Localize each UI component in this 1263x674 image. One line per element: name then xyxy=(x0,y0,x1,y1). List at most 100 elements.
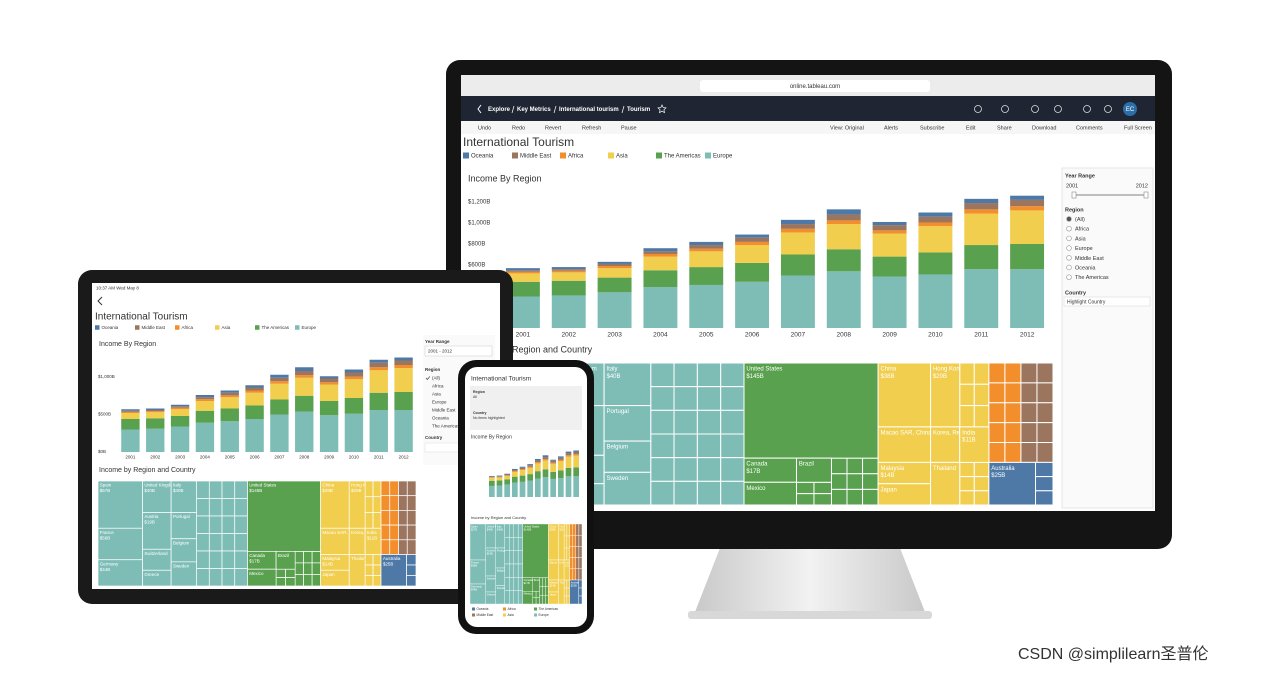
treemap-value: $57B xyxy=(471,527,477,531)
treemap-cell[interactable] xyxy=(930,461,961,506)
treemap-cell[interactable] xyxy=(142,512,172,550)
treemap-cell[interactable] xyxy=(97,480,143,529)
radio[interactable] xyxy=(1066,255,1072,261)
toolbar-button[interactable]: Edit xyxy=(966,125,976,131)
treemap-cell xyxy=(673,386,698,411)
treemap-cell[interactable] xyxy=(522,591,533,605)
dashboard-title: International Tourism xyxy=(95,312,188,323)
treemap-cell[interactable] xyxy=(380,554,407,587)
treemap-cell xyxy=(372,480,382,498)
toolbar-button[interactable]: Revert xyxy=(545,125,562,131)
avatar[interactable] xyxy=(1123,102,1137,116)
treemap-cell[interactable] xyxy=(275,550,296,570)
treemap-cell[interactable] xyxy=(364,527,382,555)
bar-segment xyxy=(505,268,540,271)
x-tick-label: 2007 xyxy=(274,455,285,460)
toolbar-button[interactable]: Refresh xyxy=(582,125,601,131)
legend-label: Asia xyxy=(222,325,231,330)
range-box[interactable] xyxy=(424,345,493,357)
back-icon[interactable] xyxy=(97,296,103,306)
nav-icon[interactable] xyxy=(1083,105,1091,113)
treemap-cell[interactable] xyxy=(959,426,990,463)
legend-swatch xyxy=(705,152,711,159)
treemap-label: Mexico xyxy=(524,591,533,595)
toolbar-button[interactable]: Alerts xyxy=(884,125,898,131)
treemap-value: $19B xyxy=(144,520,155,525)
radio[interactable] xyxy=(1066,274,1072,280)
treemap-cell[interactable] xyxy=(603,405,652,442)
breadcrumb-item[interactable]: Tourism xyxy=(627,107,650,113)
treemap-cell[interactable] xyxy=(930,426,961,463)
legend-label: Europe xyxy=(302,325,317,330)
bar-segment xyxy=(146,410,165,412)
legend-swatch xyxy=(560,152,566,159)
toolbar-button[interactable]: Full Screen xyxy=(1124,125,1152,131)
treemap-cell xyxy=(1004,382,1022,404)
treemap-cell[interactable] xyxy=(988,461,1037,506)
back-icon[interactable] xyxy=(477,104,482,114)
radio[interactable] xyxy=(1066,245,1072,251)
nav-icon[interactable] xyxy=(974,105,982,113)
toolbar-button[interactable]: Pause xyxy=(621,125,637,131)
radio[interactable] xyxy=(1066,216,1072,222)
treemap-cell[interactable] xyxy=(743,481,797,506)
option-label: Africa xyxy=(432,384,444,389)
treemap-cell[interactable] xyxy=(558,579,565,605)
radio[interactable] xyxy=(1066,264,1072,271)
toolbar-button[interactable]: Comments xyxy=(1076,125,1103,131)
treemap-cell[interactable] xyxy=(522,523,549,578)
treemap-cell xyxy=(389,524,399,541)
treemap-cell[interactable] xyxy=(563,559,570,581)
treemap-cell[interactable] xyxy=(603,362,652,407)
chart-title: Income By Region xyxy=(468,173,542,183)
treemap-cell[interactable] xyxy=(795,457,832,483)
treemap-cell[interactable] xyxy=(877,362,932,428)
treemap-cell xyxy=(1020,362,1038,384)
legend-swatch xyxy=(512,152,518,159)
toolbar-button[interactable]: Subscribe xyxy=(920,125,944,131)
treemap-label: Greece xyxy=(487,592,496,596)
breadcrumb-item[interactable]: International tourism xyxy=(559,107,619,113)
star-icon[interactable] xyxy=(657,104,667,114)
breadcrumb-item[interactable]: Key Metrics xyxy=(517,107,551,113)
treemap-cell[interactable] xyxy=(247,568,277,587)
treemap-cell[interactable] xyxy=(495,585,505,605)
radio[interactable] xyxy=(1066,226,1072,232)
treemap-cell[interactable] xyxy=(170,480,197,513)
treemap-cell[interactable] xyxy=(532,577,540,592)
range-handle[interactable] xyxy=(1071,191,1077,199)
range-handle[interactable] xyxy=(1143,191,1149,199)
bar-segment xyxy=(826,271,861,328)
treemap-cell xyxy=(196,498,210,517)
url-field[interactable] xyxy=(700,80,930,92)
toolbar-button[interactable]: Redo xyxy=(512,125,525,131)
treemap-cell[interactable] xyxy=(170,512,197,540)
treemap-cell[interactable] xyxy=(97,559,143,587)
treemap-cell[interactable] xyxy=(603,440,652,473)
treemap-cell[interactable] xyxy=(569,579,579,605)
nav-icon[interactable] xyxy=(1054,105,1062,113)
treemap-cell[interactable] xyxy=(930,362,961,428)
radio[interactable] xyxy=(1066,235,1072,242)
toolbar-button[interactable]: Undo xyxy=(478,125,491,131)
search-box[interactable] xyxy=(1063,296,1151,307)
breadcrumb-item[interactable]: Explore xyxy=(488,107,511,113)
treemap-value: $20B xyxy=(933,374,947,380)
toolbar-button[interactable]: Share xyxy=(997,125,1012,131)
toolbar-button[interactable]: Download xyxy=(1032,125,1056,131)
filter-title: Country xyxy=(1065,290,1087,296)
treemap-cell[interactable] xyxy=(142,480,172,513)
bar-segment xyxy=(735,281,770,328)
nav-icon[interactable] xyxy=(1031,105,1039,113)
treemap-cell[interactable] xyxy=(97,527,143,561)
toolbar-button[interactable]: View: Original xyxy=(830,125,864,131)
filter-title: Year Range xyxy=(425,339,450,344)
treemap-cell[interactable] xyxy=(348,554,366,587)
treemap-cell[interactable] xyxy=(603,471,652,506)
treemap-cell[interactable] xyxy=(170,561,197,587)
nav-icon[interactable] xyxy=(1104,105,1112,113)
treemap-cell[interactable] xyxy=(743,362,879,459)
nav-icon[interactable] xyxy=(1001,105,1009,113)
treemap-cell[interactable] xyxy=(320,480,350,529)
treemap-cell[interactable] xyxy=(247,480,321,552)
